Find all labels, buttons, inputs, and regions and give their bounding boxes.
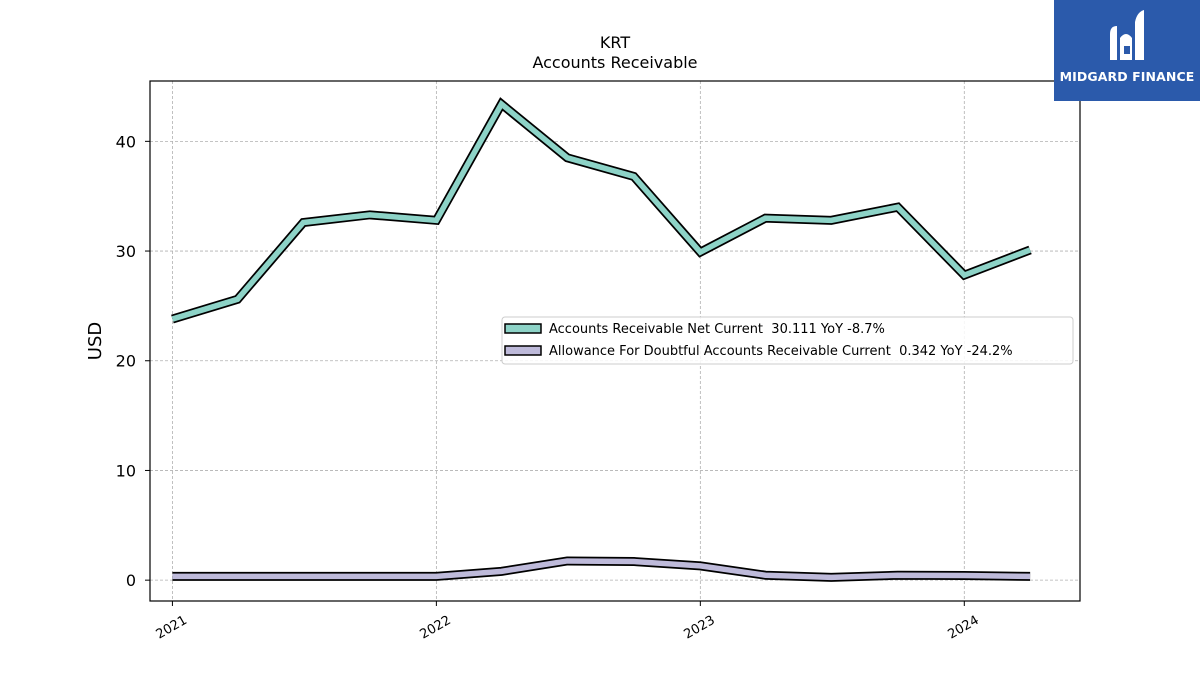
legend-swatch-allowance [504,345,542,356]
series-layer [171,97,1032,582]
logo-text: MIDGARD FINANCE [1059,69,1195,84]
legend-label-net-current: Accounts Receivable Net Current 30.111 Y… [549,322,885,337]
legend-swatch-net-current [504,323,542,334]
chart-subtitle: Accounts Receivable [532,53,697,72]
legend: Accounts Receivable Net Current 30.111 Y… [501,316,1074,365]
plot-area-frame [149,80,1081,602]
chart-title: KRT [600,33,630,52]
y-tick-label: 20 [116,352,136,371]
y-tick-label: 0 [126,571,136,590]
series-line-0 [171,99,1032,322]
x-tick-label: 2024 [945,613,981,643]
x-tick-label: 2021 [154,613,190,643]
legend-box [501,316,1074,365]
y-axis-label: USD [85,322,106,360]
x-tick-label: 2023 [682,613,718,643]
midgard-finance-logo: MIDGARD FINANCE [1054,0,1200,101]
series-line-1 [172,558,1031,581]
legend-label-allowance: Allowance For Doubtful Accounts Receivab… [549,344,1013,359]
y-tick-label: 40 [116,132,136,151]
x-tick-label: 2022 [418,613,454,643]
logo-mark-icon [1110,10,1144,60]
y-tick-label: 10 [116,461,136,480]
y-tick-label: 30 [116,242,136,261]
